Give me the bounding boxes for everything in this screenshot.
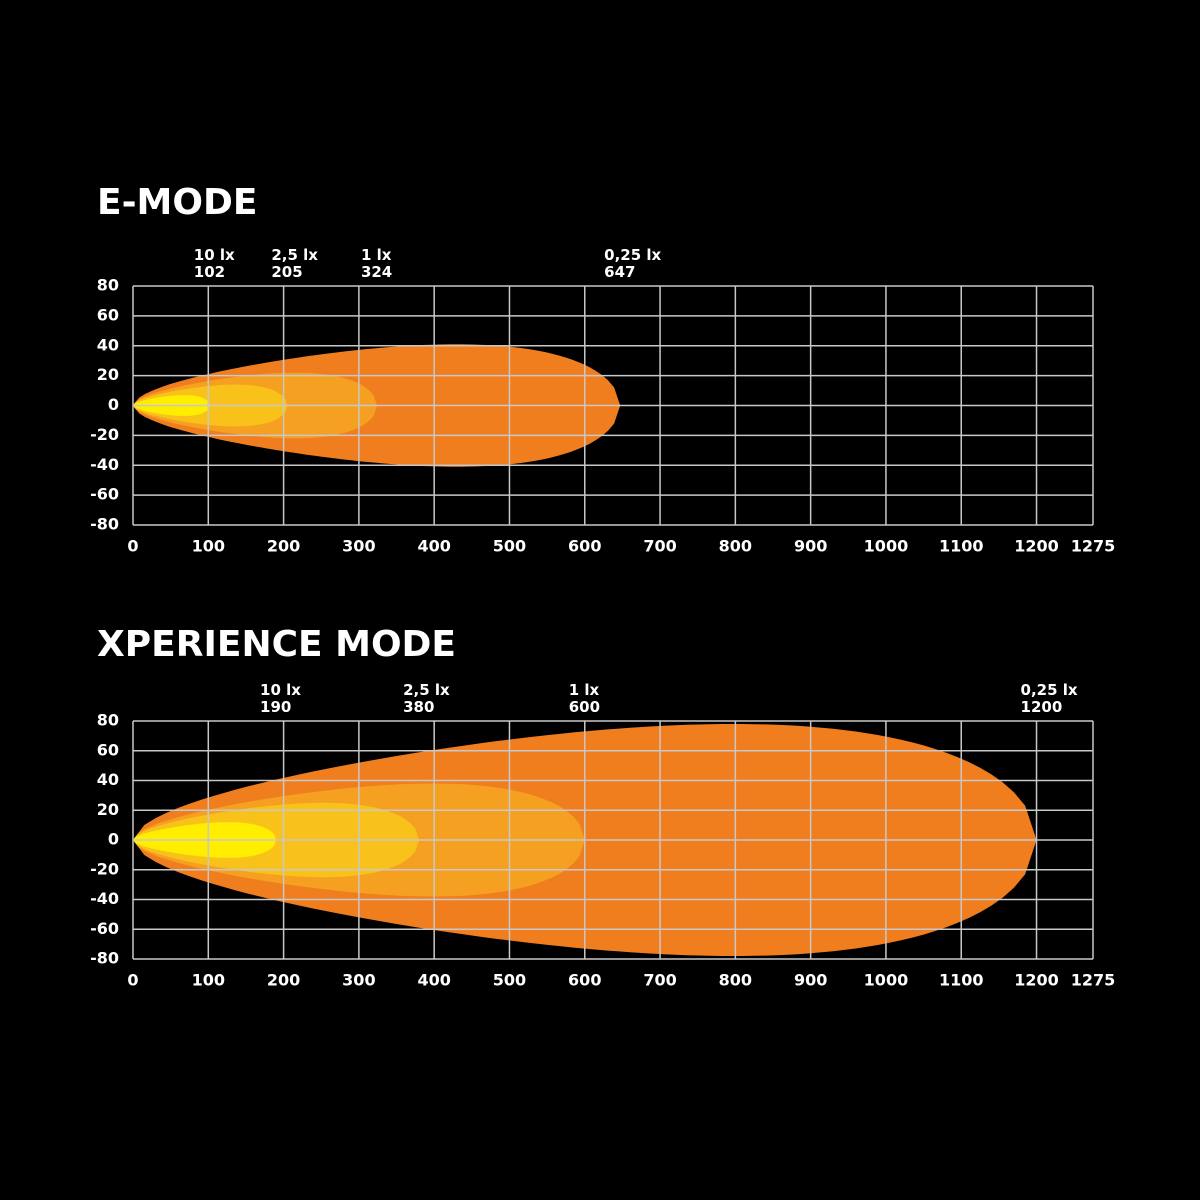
x-tick-label: 100	[192, 971, 225, 990]
zone-reach: 380	[403, 698, 434, 716]
y-tick-label: -40	[90, 455, 119, 474]
zone-label: 2,5 lx	[403, 681, 450, 699]
y-tick-label: -80	[90, 949, 119, 968]
x-tick-label: 900	[794, 971, 827, 990]
zone-label: 2,5 lx	[271, 246, 318, 264]
x-tick-label: 100	[192, 537, 225, 556]
x-tick-label: 500	[493, 537, 526, 556]
y-tick-label: 60	[97, 305, 119, 324]
chart-title: XPERIENCE MODE	[97, 624, 456, 665]
y-tick-label: -60	[90, 919, 119, 938]
x-tick-label: 1100	[939, 971, 984, 990]
x-tick-label: 0	[127, 971, 138, 990]
x-tick-label: 1275	[1071, 537, 1116, 556]
y-tick-label: -20	[90, 425, 119, 444]
x-tick-label: 700	[643, 537, 676, 556]
zone-reach: 1200	[1021, 698, 1063, 716]
y-tick-label: 0	[108, 395, 119, 414]
x-tick-label: 1000	[864, 971, 909, 990]
x-tick-label: 600	[568, 537, 601, 556]
x-tick-label: 200	[267, 537, 300, 556]
y-tick-label: 0	[108, 830, 119, 849]
x-tick-label: 800	[719, 537, 752, 556]
zone-reach: 647	[604, 263, 635, 281]
x-tick-label: 1000	[864, 537, 909, 556]
x-tick-label: 1200	[1014, 537, 1059, 556]
zone-label: 10 lx	[194, 246, 235, 264]
chart-title: E-MODE	[97, 182, 257, 223]
y-tick-label: 20	[97, 365, 119, 384]
y-tick-label: -40	[90, 889, 119, 908]
zone-reach: 600	[569, 698, 600, 716]
y-tick-label: 20	[97, 800, 119, 819]
x-tick-label: 500	[493, 971, 526, 990]
y-tick-label: 80	[97, 711, 119, 730]
x-tick-label: 400	[417, 971, 450, 990]
y-tick-label: 60	[97, 740, 119, 759]
x-tick-label: 0	[127, 537, 138, 556]
x-tick-label: 1200	[1014, 971, 1059, 990]
y-tick-label: -20	[90, 859, 119, 878]
zone-label: 0,25 lx	[1021, 681, 1078, 699]
x-tick-label: 300	[342, 971, 375, 990]
zone-label: 1 lx	[569, 681, 600, 699]
x-tick-label: 700	[643, 971, 676, 990]
zone-reach: 102	[194, 263, 225, 281]
x-tick-label: 1100	[939, 537, 984, 556]
y-tick-label: -80	[90, 515, 119, 534]
x-tick-label: 1275	[1071, 971, 1116, 990]
x-tick-label: 300	[342, 537, 375, 556]
zone-label: 10 lx	[260, 681, 301, 699]
x-tick-label: 400	[417, 537, 450, 556]
zone-reach: 324	[361, 263, 392, 281]
y-tick-label: 40	[97, 335, 119, 354]
y-tick-label: -60	[90, 485, 119, 504]
zone-reach: 205	[271, 263, 302, 281]
y-tick-label: 80	[97, 276, 119, 295]
zone-label: 0,25 lx	[604, 246, 661, 264]
zone-label: 1 lx	[361, 246, 392, 264]
x-tick-label: 800	[719, 971, 752, 990]
zone-reach: 190	[260, 698, 291, 716]
x-tick-label: 900	[794, 537, 827, 556]
y-tick-label: 40	[97, 770, 119, 789]
x-tick-label: 600	[568, 971, 601, 990]
x-tick-label: 200	[267, 971, 300, 990]
